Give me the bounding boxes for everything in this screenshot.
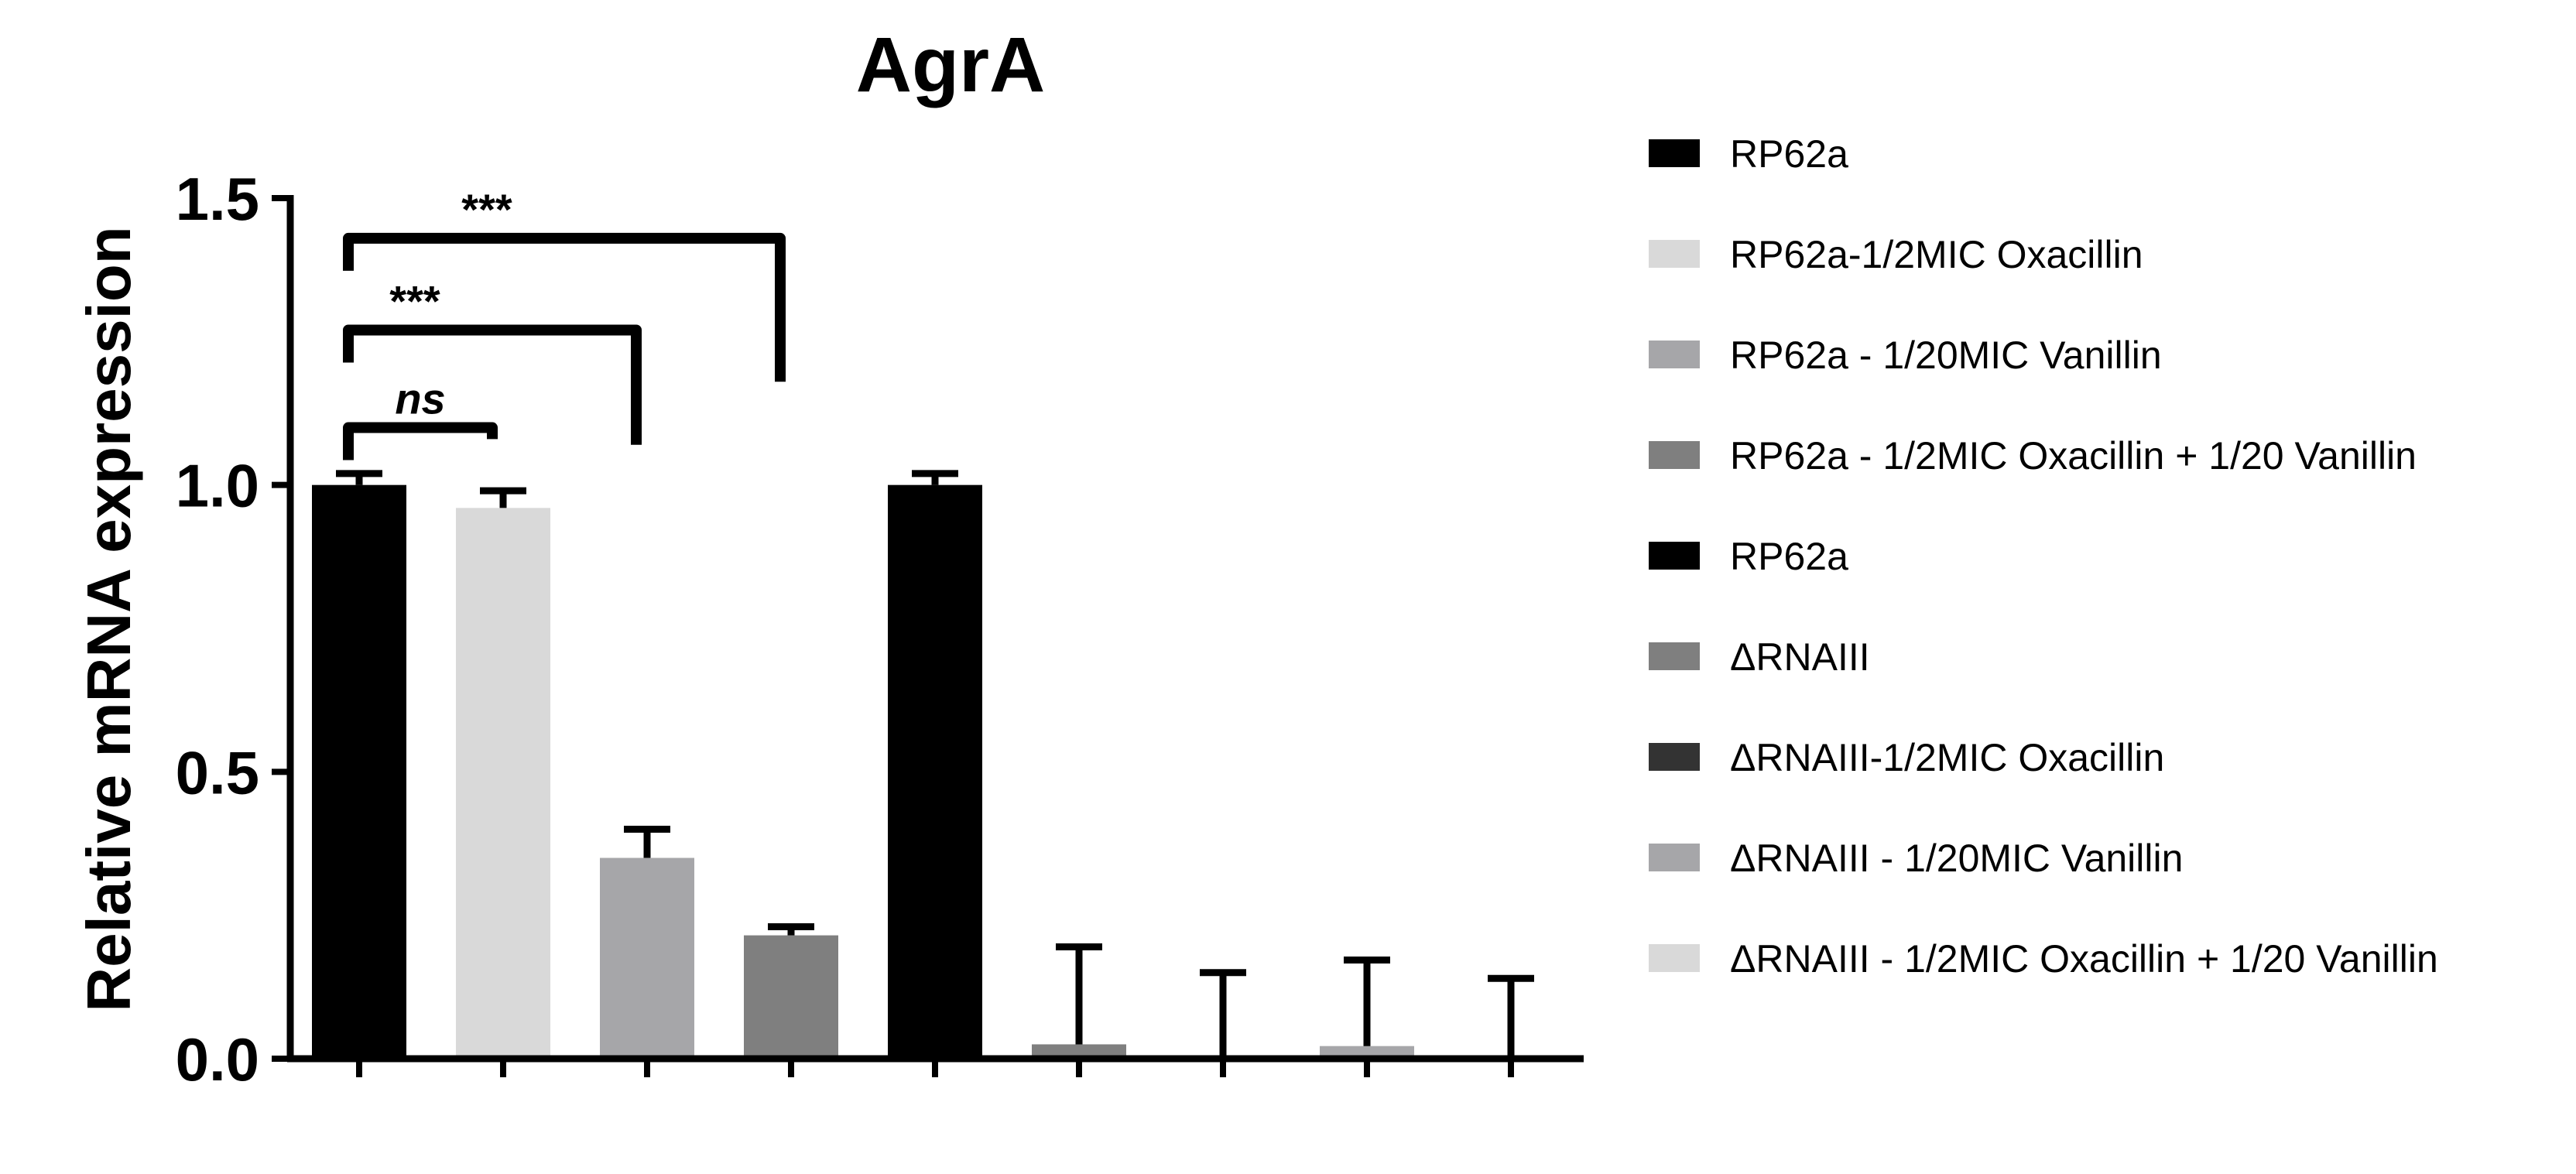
legend-label: ΔRNAIII - 1/20MIC Vanillin xyxy=(1730,837,2183,880)
legend-swatch xyxy=(1649,743,1700,771)
bar xyxy=(888,484,982,1059)
legend-label: ΔRNAIII - 1/2MIC Oxacillin + 1/20 Vanill… xyxy=(1730,937,2438,981)
chart-title: AgrA xyxy=(856,22,1045,108)
legend-label: RP62a xyxy=(1730,535,1848,578)
legend-swatch xyxy=(1649,441,1700,469)
legend-label: ΔRNAIII-1/2MIC Oxacillin xyxy=(1730,736,2164,779)
significance-bracket xyxy=(343,324,642,445)
significance-brackets: ns *** *** xyxy=(343,185,786,460)
bar xyxy=(312,484,406,1059)
x-axis-ticks xyxy=(356,1059,1514,1077)
bar xyxy=(1032,1044,1126,1059)
y-axis-label: Relative mRNA expression xyxy=(74,226,143,1011)
y-tick-label: 0.5 xyxy=(176,738,259,806)
legend-swatch xyxy=(1649,139,1700,167)
legend-swatch xyxy=(1649,240,1700,268)
legend-label: RP62a xyxy=(1730,132,1848,176)
bars xyxy=(312,484,1414,1059)
legend-swatch xyxy=(1649,341,1700,368)
legend: RP62a RP62a-1/2MIC Oxacillin RP62a - 1/20M… xyxy=(1649,132,2438,981)
y-tick-label: 0.0 xyxy=(176,1025,259,1094)
significance-bracket xyxy=(343,422,498,460)
legend-label: RP62a - 1/20MIC Vanillin xyxy=(1730,334,2162,377)
bar xyxy=(456,508,550,1059)
y-axis-ticks: 0.0 0.5 1.0 1.5 xyxy=(176,165,290,1094)
significance-label: *** xyxy=(461,185,512,234)
significance-label: *** xyxy=(389,277,440,326)
legend-label: RP62a-1/2MIC Oxacillin xyxy=(1730,233,2143,276)
significance-bracket xyxy=(343,232,786,382)
legend-label: ΔRNAIII xyxy=(1730,635,1870,679)
y-tick-label: 1.0 xyxy=(176,452,259,520)
significance-label: ns xyxy=(395,375,445,423)
y-tick-label: 1.5 xyxy=(176,165,259,233)
legend-swatch xyxy=(1649,944,1700,972)
legend-swatch xyxy=(1649,542,1700,570)
legend-swatch xyxy=(1649,844,1700,871)
bar xyxy=(744,935,838,1059)
error-bars xyxy=(336,470,1534,1059)
legend-swatch xyxy=(1649,642,1700,670)
legend-label: RP62a - 1/2MIC Oxacillin + 1/20 Vanillin xyxy=(1730,434,2417,477)
bar xyxy=(600,857,694,1059)
